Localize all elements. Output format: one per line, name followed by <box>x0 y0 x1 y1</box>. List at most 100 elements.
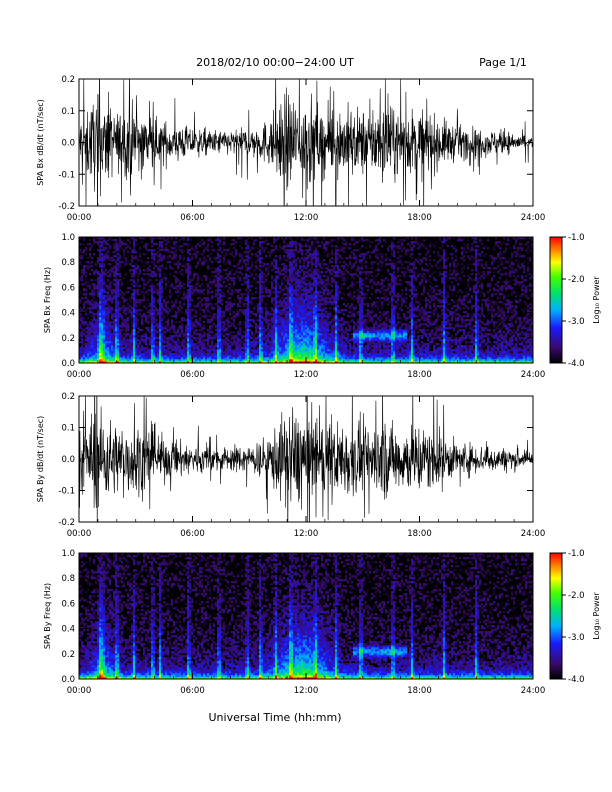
spectrogram-cell <box>105 303 108 306</box>
spectrogram-cell <box>159 325 162 328</box>
spectrogram-cell <box>271 315 274 318</box>
spectrogram-cell <box>101 355 104 358</box>
spectrogram-cell <box>203 241 206 244</box>
spectrogram-cell <box>99 355 102 358</box>
spectrogram-cell <box>261 285 264 288</box>
spectrogram-cell <box>187 275 190 278</box>
spectrogram-cell <box>167 301 170 304</box>
spectrogram-cell <box>285 237 288 240</box>
spectrogram-cell <box>289 317 292 320</box>
spectrogram-cell <box>175 329 178 332</box>
spectrogram-cell <box>137 239 140 242</box>
spectrogram-cell <box>253 317 256 320</box>
spectrogram-cell <box>141 309 144 312</box>
spectrogram-cell <box>217 253 220 256</box>
spectrogram-cell <box>213 257 216 260</box>
spectrogram-cell <box>119 343 122 346</box>
spectrogram-cell <box>141 285 144 288</box>
spectrogram-cell <box>107 303 110 306</box>
spectrogram-cell <box>217 349 220 352</box>
spectrogram-cell <box>277 271 280 274</box>
spectrogram-cell <box>109 281 112 284</box>
spectrogram-cell <box>139 263 142 266</box>
spectrogram-cell <box>269 239 272 242</box>
spectrogram-cell <box>259 305 262 308</box>
spectrogram-cell <box>99 277 102 280</box>
spectrogram-cell <box>187 269 190 272</box>
spectrogram-cell <box>271 335 274 338</box>
spectrogram-cell <box>257 361 260 364</box>
spectrogram-cell <box>205 251 208 254</box>
spectrogram-cell <box>245 259 248 262</box>
spectrogram-cell <box>253 271 256 274</box>
spectrogram-cell <box>279 347 282 350</box>
spectrogram-cell <box>261 327 264 330</box>
spectrogram-cell <box>159 359 162 362</box>
spectrogram-cell <box>215 283 218 286</box>
spectrogram-cell <box>257 291 260 294</box>
spectrogram-cell <box>285 309 288 312</box>
spectrogram-cell <box>287 333 290 336</box>
spectrogram-cell <box>217 269 220 272</box>
spectrogram-cell <box>201 347 204 350</box>
spectrogram-cell <box>243 355 246 358</box>
spectrogram-cell <box>287 349 290 352</box>
spectrogram-cell <box>243 253 246 256</box>
spectrogram-cell <box>105 273 108 276</box>
spectrogram-cell <box>261 313 264 316</box>
spectrogram-cell <box>99 257 102 260</box>
spectrogram-cell <box>225 249 228 252</box>
spectrogram-cell <box>143 237 146 240</box>
spectrogram-cell <box>159 291 162 294</box>
spectrogram-cell <box>195 253 198 256</box>
spectrogram-cell <box>289 353 292 356</box>
spectrogram-cell <box>253 337 256 340</box>
spectrogram-cell <box>161 329 164 332</box>
spectrogram-cell <box>207 249 210 252</box>
spectrogram-cell <box>271 275 274 278</box>
spectrogram-cell <box>241 331 244 334</box>
spectrogram-cell <box>293 319 296 322</box>
spectrogram-cell <box>79 239 82 242</box>
spectrogram-cell <box>179 243 182 246</box>
spectrogram-cell <box>197 291 200 294</box>
spectrogram-cell <box>101 303 104 306</box>
spectrogram-cell <box>283 275 286 278</box>
spectrogram-cell <box>237 357 240 360</box>
spectrogram-cell <box>161 261 164 264</box>
spectrogram-cell <box>237 277 240 280</box>
spectrogram-cell <box>221 339 224 342</box>
spectrogram-cell <box>151 249 154 252</box>
spectrogram-cell <box>287 253 290 256</box>
spectrogram-cell <box>237 339 240 342</box>
spectrogram-cell <box>113 321 116 324</box>
spectrogram-cell <box>177 311 180 314</box>
spectrogram-cell <box>295 353 298 356</box>
spectrogram-cell <box>273 355 276 358</box>
spectrogram-cell <box>257 349 260 352</box>
spectrogram-cell <box>131 301 134 304</box>
spectrogram-cell <box>81 331 84 334</box>
spectrogram-cell <box>245 243 248 246</box>
spectrogram-cell <box>241 361 244 364</box>
spectrogram-cell <box>103 287 106 290</box>
spectrogram-cell <box>107 257 110 260</box>
spectrogram-cell <box>277 347 280 350</box>
spectrogram-cell <box>187 295 190 298</box>
spectrogram-cell <box>253 357 256 360</box>
spectrogram-cell <box>87 307 90 310</box>
spectrogram-cell <box>217 355 220 358</box>
spectrogram-cell <box>291 279 294 282</box>
spectrogram-cell <box>199 291 202 294</box>
spectrogram-cell <box>197 351 200 354</box>
spectrogram-cell <box>153 291 156 294</box>
spectrogram-cell <box>203 303 206 306</box>
spectrogram-cell <box>123 301 126 304</box>
spectrogram-cell <box>273 331 276 334</box>
spectrogram-cell <box>237 305 240 308</box>
spectrogram-cell <box>237 263 240 266</box>
spectrogram-cell <box>107 313 110 316</box>
spectrogram-cell <box>113 255 116 258</box>
spectrogram-cell <box>175 351 178 354</box>
spectrogram-cell <box>163 331 166 334</box>
